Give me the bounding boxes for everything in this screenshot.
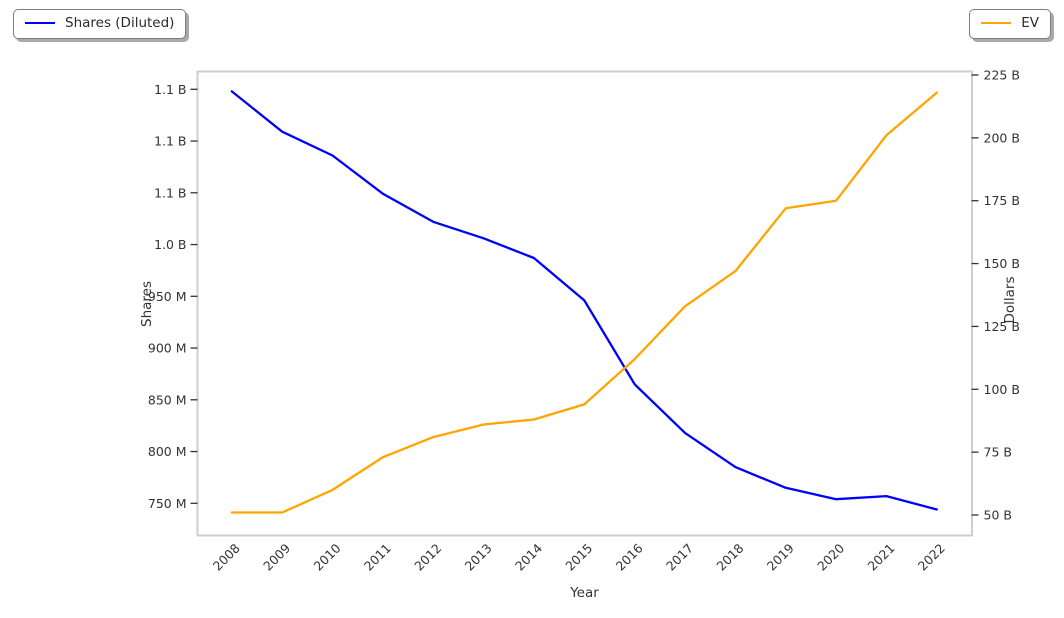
- x-tick-label: 2016: [613, 540, 646, 573]
- legend-shares-diluted: Shares (Diluted): [13, 9, 187, 39]
- y-tick-label-left: 900 M: [148, 341, 187, 356]
- y-tick-label-right: 175 B: [984, 193, 1020, 208]
- legend-ev: EV: [969, 9, 1051, 39]
- legend-shares-line-sample: [25, 22, 55, 25]
- right-axis-title: Dollars: [1002, 276, 1018, 323]
- y-tick-label-left: 1.1 B: [154, 82, 186, 97]
- x-tick-label: 2011: [361, 541, 394, 574]
- x-tick-label: 2013: [462, 541, 495, 574]
- y-tick-label-right: 150 B: [984, 256, 1020, 271]
- y-tick-label-left: 1.0 B: [154, 237, 186, 252]
- x-tick-label: 2012: [411, 541, 444, 574]
- y-tick-label-right: 225 B: [984, 68, 1020, 83]
- x-tick-label: 2018: [713, 540, 746, 573]
- y-tick-label-left: 1.1 B: [154, 134, 186, 149]
- y-tick-label-left: 950 M: [148, 289, 187, 304]
- x-tick-label: 2014: [512, 540, 545, 573]
- y-tick-label-right: 75 B: [984, 445, 1012, 460]
- legend-shares-label: Shares (Diluted): [65, 15, 175, 31]
- y-tick-label-left: 800 M: [148, 444, 187, 459]
- x-tick-label: 2009: [260, 540, 293, 573]
- legend-ev-label: EV: [1021, 15, 1039, 31]
- y-tick-label-left: 750 M: [148, 496, 187, 511]
- x-tick-label: 2021: [864, 541, 897, 574]
- series-line-ev: [230, 91, 938, 514]
- legend-ev-line-sample: [981, 22, 1012, 25]
- x-tick-label: 2015: [562, 541, 595, 574]
- x-tick-label: 2017: [663, 541, 696, 574]
- x-tick-label: 2019: [764, 540, 797, 573]
- x-axis-title: Year: [569, 585, 599, 601]
- left-axis-title: Shares: [139, 281, 155, 327]
- y-tick-label-right: 50 B: [984, 508, 1012, 523]
- y-tick-label-right: 125 B: [984, 319, 1020, 334]
- x-tick-label: 2020: [814, 540, 847, 573]
- y-tick-label-left: 850 M: [148, 392, 187, 407]
- series-line-shares-diluted: [230, 90, 938, 511]
- y-tick-label-left: 1.1 B: [154, 185, 186, 200]
- x-tick-label: 2022: [915, 541, 948, 574]
- y-tick-label-right: 100 B: [984, 382, 1020, 397]
- x-tick-label: 2010: [311, 540, 344, 573]
- x-tick-label: 2008: [210, 540, 243, 573]
- y-tick-label-right: 200 B: [984, 130, 1020, 145]
- plot-border: [196, 70, 973, 537]
